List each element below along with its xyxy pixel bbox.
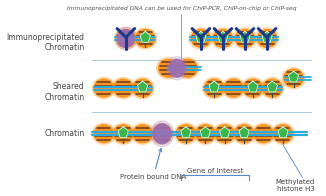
Ellipse shape — [263, 79, 282, 97]
Ellipse shape — [176, 57, 199, 79]
Ellipse shape — [234, 125, 254, 143]
Polygon shape — [220, 127, 230, 138]
Text: Immunoprecipitated
Chromatin: Immunoprecipitated Chromatin — [7, 33, 84, 52]
Ellipse shape — [131, 123, 154, 144]
Circle shape — [169, 59, 185, 77]
Ellipse shape — [233, 28, 257, 49]
Polygon shape — [248, 81, 258, 92]
Ellipse shape — [202, 77, 226, 99]
Ellipse shape — [94, 79, 113, 97]
Polygon shape — [138, 81, 148, 92]
Circle shape — [153, 124, 171, 144]
Polygon shape — [196, 32, 206, 42]
Circle shape — [167, 57, 187, 80]
Ellipse shape — [224, 79, 243, 97]
Ellipse shape — [133, 79, 152, 97]
Ellipse shape — [156, 57, 180, 79]
Polygon shape — [239, 127, 249, 138]
Ellipse shape — [254, 125, 273, 143]
Polygon shape — [267, 81, 277, 92]
Text: Gene of interest: Gene of interest — [187, 168, 243, 174]
Ellipse shape — [176, 125, 196, 143]
Ellipse shape — [235, 29, 255, 47]
Ellipse shape — [131, 77, 154, 99]
Ellipse shape — [252, 123, 275, 144]
Ellipse shape — [213, 29, 233, 47]
Ellipse shape — [243, 79, 263, 97]
Ellipse shape — [136, 29, 155, 47]
Ellipse shape — [261, 77, 284, 99]
Ellipse shape — [113, 125, 133, 143]
Ellipse shape — [191, 29, 211, 47]
Text: Methylated
histone H3: Methylated histone H3 — [275, 179, 315, 192]
Polygon shape — [209, 81, 219, 92]
Ellipse shape — [178, 59, 197, 77]
Ellipse shape — [150, 123, 174, 144]
Ellipse shape — [273, 125, 293, 143]
Ellipse shape — [196, 125, 215, 143]
Ellipse shape — [215, 125, 234, 143]
Ellipse shape — [232, 123, 256, 144]
Ellipse shape — [282, 67, 305, 89]
Ellipse shape — [111, 123, 135, 144]
Ellipse shape — [92, 123, 115, 144]
Polygon shape — [181, 127, 191, 138]
Ellipse shape — [204, 79, 224, 97]
Circle shape — [118, 29, 134, 47]
Ellipse shape — [211, 28, 235, 49]
Ellipse shape — [257, 29, 277, 47]
Polygon shape — [118, 127, 128, 138]
Polygon shape — [140, 32, 150, 42]
Ellipse shape — [213, 123, 236, 144]
Ellipse shape — [116, 29, 136, 47]
Ellipse shape — [133, 125, 152, 143]
Circle shape — [151, 121, 173, 147]
Polygon shape — [218, 32, 228, 42]
Ellipse shape — [189, 28, 213, 49]
Text: Protein bound DNA: Protein bound DNA — [120, 149, 186, 180]
Ellipse shape — [158, 59, 178, 77]
Ellipse shape — [134, 28, 157, 49]
Ellipse shape — [113, 79, 133, 97]
Ellipse shape — [92, 77, 115, 99]
Ellipse shape — [114, 28, 138, 49]
Polygon shape — [240, 32, 250, 42]
Polygon shape — [200, 127, 210, 138]
Text: Immunoprecipitated DNA can be used for ChIP-PCR, ChIP-on-chip or ChIP-seq: Immunoprecipitated DNA can be used for C… — [67, 6, 296, 11]
Ellipse shape — [111, 77, 135, 99]
Ellipse shape — [94, 125, 113, 143]
Ellipse shape — [241, 77, 265, 99]
Ellipse shape — [271, 123, 295, 144]
Polygon shape — [278, 127, 288, 138]
Ellipse shape — [222, 77, 245, 99]
Text: Chromatin: Chromatin — [44, 129, 84, 138]
Ellipse shape — [174, 123, 198, 144]
Text: Sheared
Chromatin: Sheared Chromatin — [44, 82, 84, 102]
Circle shape — [115, 27, 136, 50]
Ellipse shape — [284, 69, 303, 87]
Ellipse shape — [152, 125, 172, 143]
Ellipse shape — [255, 28, 279, 49]
Ellipse shape — [194, 123, 217, 144]
Polygon shape — [262, 32, 272, 42]
Polygon shape — [289, 71, 299, 82]
